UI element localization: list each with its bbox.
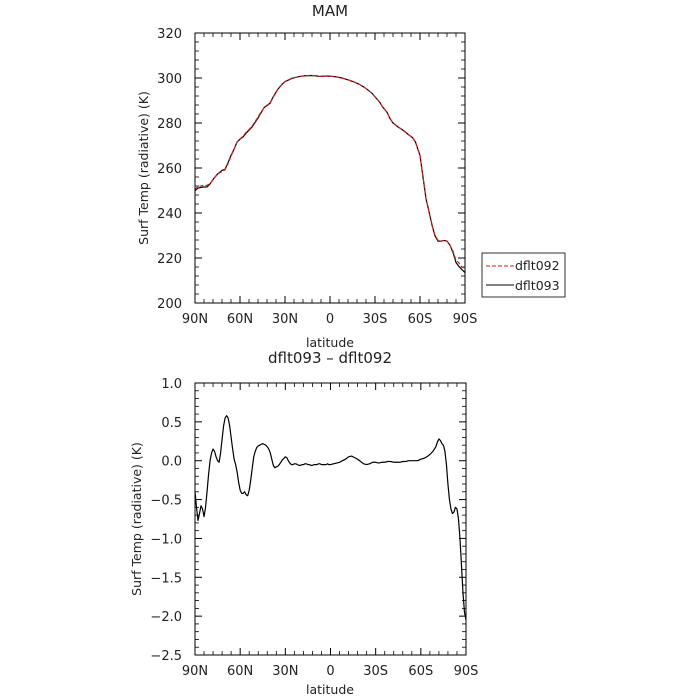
bottom-x-axis-label: latitude (306, 682, 354, 697)
legend: dflt092 dflt093 (481, 252, 566, 298)
top-chart-title: MAM (312, 2, 348, 20)
top-panel: MAM 90N 60N 30N 0 30S 60S 90S 200 220 240 260 280 3… (136, 2, 566, 350)
top-ticks (194, 32, 466, 304)
y-tick-label: 300 (157, 72, 182, 87)
y-tick-label: −1.0 (150, 532, 182, 547)
top-x-tick-labels: 90N 60N 30N 0 30S 60S 90S (182, 312, 478, 327)
legend-box (481, 252, 566, 298)
x-tick-label: 90S (454, 664, 479, 679)
top-y-axis-label: Surf Temp (radiative) (K) (136, 91, 151, 245)
bottom-chart-title: dflt093 – dflt092 (268, 349, 392, 367)
y-tick-label: −2.0 (150, 610, 182, 625)
y-tick-label: 1.0 (161, 377, 182, 392)
series-line-diff-1 (194, 415, 467, 621)
bottom-x-tick-labels: 90N 60N 30N 0 30S 60S 90S (182, 664, 479, 679)
x-tick-label: 90S (453, 312, 478, 327)
x-tick-label: 0 (326, 312, 334, 327)
x-tick-label: 30S (363, 312, 388, 327)
y-tick-label: 0.0 (161, 455, 182, 470)
x-tick-label: 60N (227, 664, 253, 679)
y-tick-label: −1.5 (150, 571, 182, 586)
y-tick-label: 200 (157, 297, 182, 312)
bottom-y-tick-labels: −2.5 −2.0 −1.5 −1.0 −0.5 0.0 0.5 1.0 (150, 377, 182, 664)
y-tick-label: 240 (157, 207, 182, 222)
y-tick-label: 320 (157, 27, 182, 42)
x-tick-label: 90N (182, 312, 208, 327)
legend-label-dflt093: dflt093 (515, 278, 560, 293)
x-tick-label: 30S (363, 664, 388, 679)
bottom-series (194, 415, 467, 621)
x-tick-label: 60S (408, 664, 433, 679)
y-tick-label: 280 (157, 117, 182, 132)
top-x-axis-label: latitude (306, 335, 354, 350)
legend-label-dflt092: dflt092 (515, 258, 560, 273)
top-series (194, 74, 466, 274)
y-tick-label: −0.5 (150, 494, 182, 509)
x-tick-label: 60S (408, 312, 433, 327)
bottom-plot-frame (194, 382, 467, 656)
x-tick-label: 30N (272, 312, 298, 327)
top-plot-frame (194, 32, 466, 304)
y-tick-label: 260 (157, 162, 182, 177)
x-tick-label: 30N (272, 664, 298, 679)
y-tick-label: 220 (157, 252, 182, 267)
series-line-dflt093 (194, 74, 466, 274)
bottom-y-axis-label: Surf Temp (radiative) (K) (129, 442, 144, 596)
x-tick-label: 0 (326, 664, 334, 679)
series-line-dflt092 (194, 74, 466, 269)
y-tick-label: 0.5 (161, 416, 182, 431)
x-tick-label: 60N (227, 312, 253, 327)
y-tick-label: −2.5 (150, 649, 182, 664)
top-y-tick-labels: 200 220 240 260 280 300 320 (157, 27, 182, 312)
bottom-panel: dflt093 – dflt092 90N 60N 30N 0 30S 60S 90S −2… (129, 349, 478, 697)
bottom-ticks (194, 382, 467, 656)
x-tick-label: 90N (182, 664, 208, 679)
